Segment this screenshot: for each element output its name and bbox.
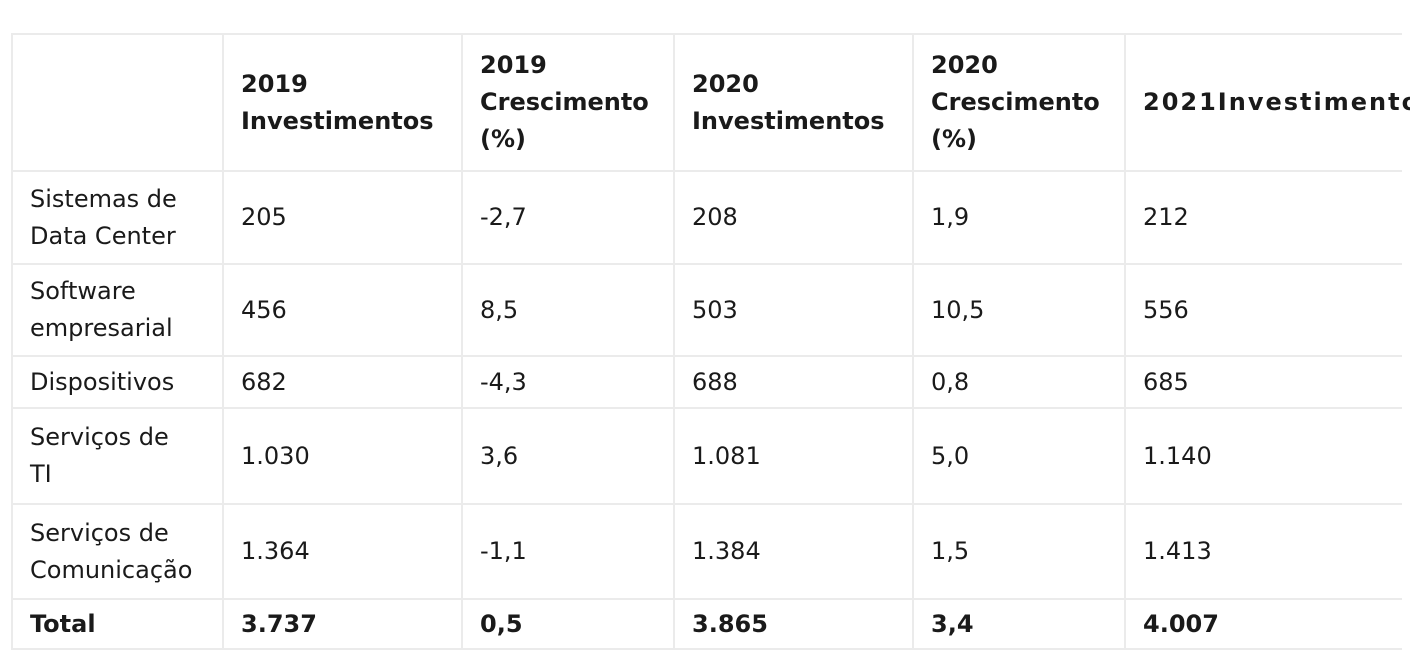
- cell: 3,4: [912, 598, 1126, 650]
- cell: 1.081: [673, 407, 914, 505]
- cell: -4,3: [461, 355, 675, 409]
- cell: 1.030: [222, 407, 463, 505]
- cell: 1.364: [222, 503, 463, 600]
- cell: 685: [1124, 355, 1402, 409]
- table-body: Sistemas de Data Center 205 -2,7 208 1,9…: [11, 170, 1402, 650]
- cell: 4.007: [1124, 598, 1402, 650]
- cell: 10,5: [912, 263, 1126, 357]
- table-header: 2019 Investimentos 2019 Crescimento (%) …: [11, 33, 1410, 172]
- cell: 688: [673, 355, 914, 409]
- cell: -2,7: [461, 170, 675, 265]
- row-label: Serviços de TI: [11, 407, 224, 505]
- column-header-2019-investimentos: 2019 Investimentos: [222, 33, 463, 172]
- row-label: Serviços de Comunicação: [11, 503, 224, 600]
- cell: 205: [222, 170, 463, 265]
- header-row: 2019 Investimentos 2019 Crescimento (%) …: [11, 33, 1410, 172]
- column-header-2020-investimentos: 2020 Investimentos: [673, 33, 914, 172]
- row-label: Sistemas de Data Center: [11, 170, 224, 265]
- row-label: Software empresarial: [11, 263, 224, 357]
- cell: 8,5: [461, 263, 675, 357]
- table-row-total: Total 3.737 0,5 3.865 3,4 4.007: [11, 598, 1402, 650]
- cell: 1.384: [673, 503, 914, 600]
- cell: 556: [1124, 263, 1402, 357]
- column-header-2021-investimentos: 2021Investimentos: [1124, 33, 1410, 172]
- table-row-sistemas-data-center: Sistemas de Data Center 205 -2,7 208 1,9…: [11, 170, 1402, 265]
- table-row-servicos-ti: Serviços de TI 1.030 3,6 1.081 5,0 1.140: [11, 407, 1402, 505]
- cell: 503: [673, 263, 914, 357]
- row-label: Dispositivos: [11, 355, 224, 409]
- table-row-dispositivos: Dispositivos 682 -4,3 688 0,8 685: [11, 355, 1402, 409]
- cell: 212: [1124, 170, 1402, 265]
- cell: 682: [222, 355, 463, 409]
- page: 2019 Investimentos 2019 Crescimento (%) …: [11, 33, 1410, 650]
- cell: 0,5: [461, 598, 675, 650]
- cell: 208: [673, 170, 914, 265]
- column-header-2019-crescimento: 2019 Crescimento (%): [461, 33, 675, 172]
- cell: 3.865: [673, 598, 914, 650]
- cell: 1,5: [912, 503, 1126, 600]
- table-row-software-empresarial: Software empresarial 456 8,5 503 10,5 55…: [11, 263, 1402, 357]
- cell: 456: [222, 263, 463, 357]
- cell: 5,0: [912, 407, 1126, 505]
- investments-table: 2019 Investimentos 2019 Crescimento (%) …: [11, 33, 1410, 650]
- column-header-empty: [11, 33, 224, 172]
- cell: 3,6: [461, 407, 675, 505]
- cell: 1,9: [912, 170, 1126, 265]
- cell: -1,1: [461, 503, 675, 600]
- table-row-servicos-comunicacao: Serviços de Comunicação 1.364 -1,1 1.384…: [11, 503, 1402, 600]
- cell: 1.140: [1124, 407, 1402, 505]
- cell: 1.413: [1124, 503, 1402, 600]
- row-label-total: Total: [11, 598, 224, 650]
- column-header-2020-crescimento: 2020 Crescimento (%): [912, 33, 1126, 172]
- cell: 3.737: [222, 598, 463, 650]
- cell: 0,8: [912, 355, 1126, 409]
